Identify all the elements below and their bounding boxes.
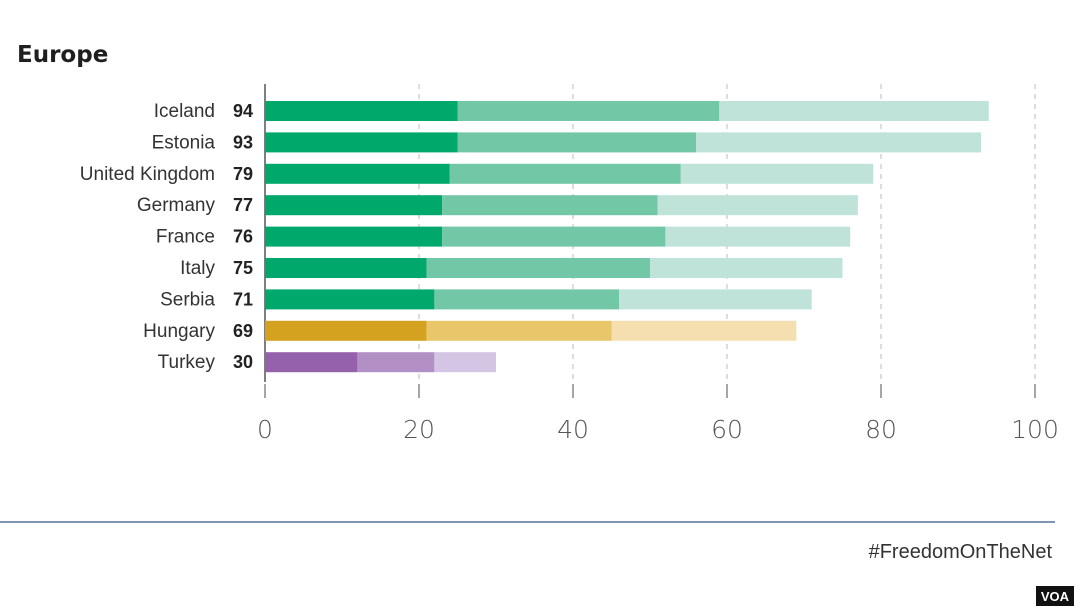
- total-score-label: 69: [233, 321, 253, 341]
- hashtag-label: #FreedomOnTheNet: [868, 541, 1052, 563]
- total-score-label: 71: [233, 289, 253, 309]
- x-tick-label: 80: [865, 415, 897, 444]
- category-label: Hungary: [143, 321, 215, 342]
- bar-segment: [442, 195, 658, 216]
- voa-logo-badge: VOA: [1035, 586, 1074, 606]
- bar-segment: [265, 101, 458, 121]
- total-score-label: 93: [233, 132, 253, 152]
- total-score-label: 77: [233, 195, 253, 215]
- category-label: Germany: [137, 195, 216, 216]
- x-tick-label: 0: [257, 415, 273, 444]
- category-label: Italy: [180, 258, 215, 279]
- bar-segment: [426, 258, 650, 278]
- bar-segment: [680, 163, 874, 184]
- bar-segment: [265, 163, 450, 184]
- x-tick-label: 40: [557, 415, 589, 444]
- total-score-label: 94: [233, 101, 253, 121]
- bar-segment: [611, 320, 797, 341]
- bar-segment: [696, 132, 982, 153]
- category-label: France: [156, 227, 215, 248]
- bar-segment: [665, 226, 851, 247]
- footer-divider: [0, 521, 1055, 523]
- category-label: Iceland: [154, 101, 215, 122]
- category-label: Estonia: [152, 132, 216, 153]
- bar-segment: [619, 289, 812, 310]
- total-score-label: 30: [233, 352, 253, 372]
- bar-segment: [265, 258, 427, 278]
- total-score-label: 79: [233, 164, 253, 184]
- chart-title: Europe: [17, 42, 109, 68]
- bar-segment: [650, 258, 843, 278]
- bar-segment: [442, 226, 666, 247]
- bar-segment: [265, 226, 443, 247]
- bar-segment: [457, 132, 697, 153]
- bar-segment: [426, 320, 612, 341]
- bar-segment: [265, 195, 443, 216]
- bar-segment: [457, 101, 720, 121]
- bar-segment: [265, 352, 358, 373]
- bar-segment: [265, 132, 458, 153]
- category-label: Turkey: [158, 352, 216, 373]
- bar-segment: [434, 352, 496, 373]
- x-tick-label: 60: [711, 415, 743, 444]
- bar-segment: [719, 101, 989, 121]
- category-label: Serbia: [160, 289, 215, 310]
- bar-segment: [434, 289, 620, 310]
- bar-segment: [357, 352, 435, 373]
- category-label: United Kingdom: [80, 164, 215, 185]
- bar-segment: [449, 163, 681, 184]
- bar-segment: [657, 195, 858, 216]
- total-score-label: 76: [233, 227, 253, 247]
- x-tick-label: 100: [1011, 415, 1059, 444]
- bar-segment: [265, 320, 427, 341]
- x-tick-label: 20: [403, 415, 435, 444]
- bar-chart: 0 20 40 60 80 100 Iceland 94 Estonia 93 United Kin…: [80, 84, 1059, 444]
- bar-segment: [265, 289, 435, 310]
- total-score-label: 75: [233, 258, 253, 278]
